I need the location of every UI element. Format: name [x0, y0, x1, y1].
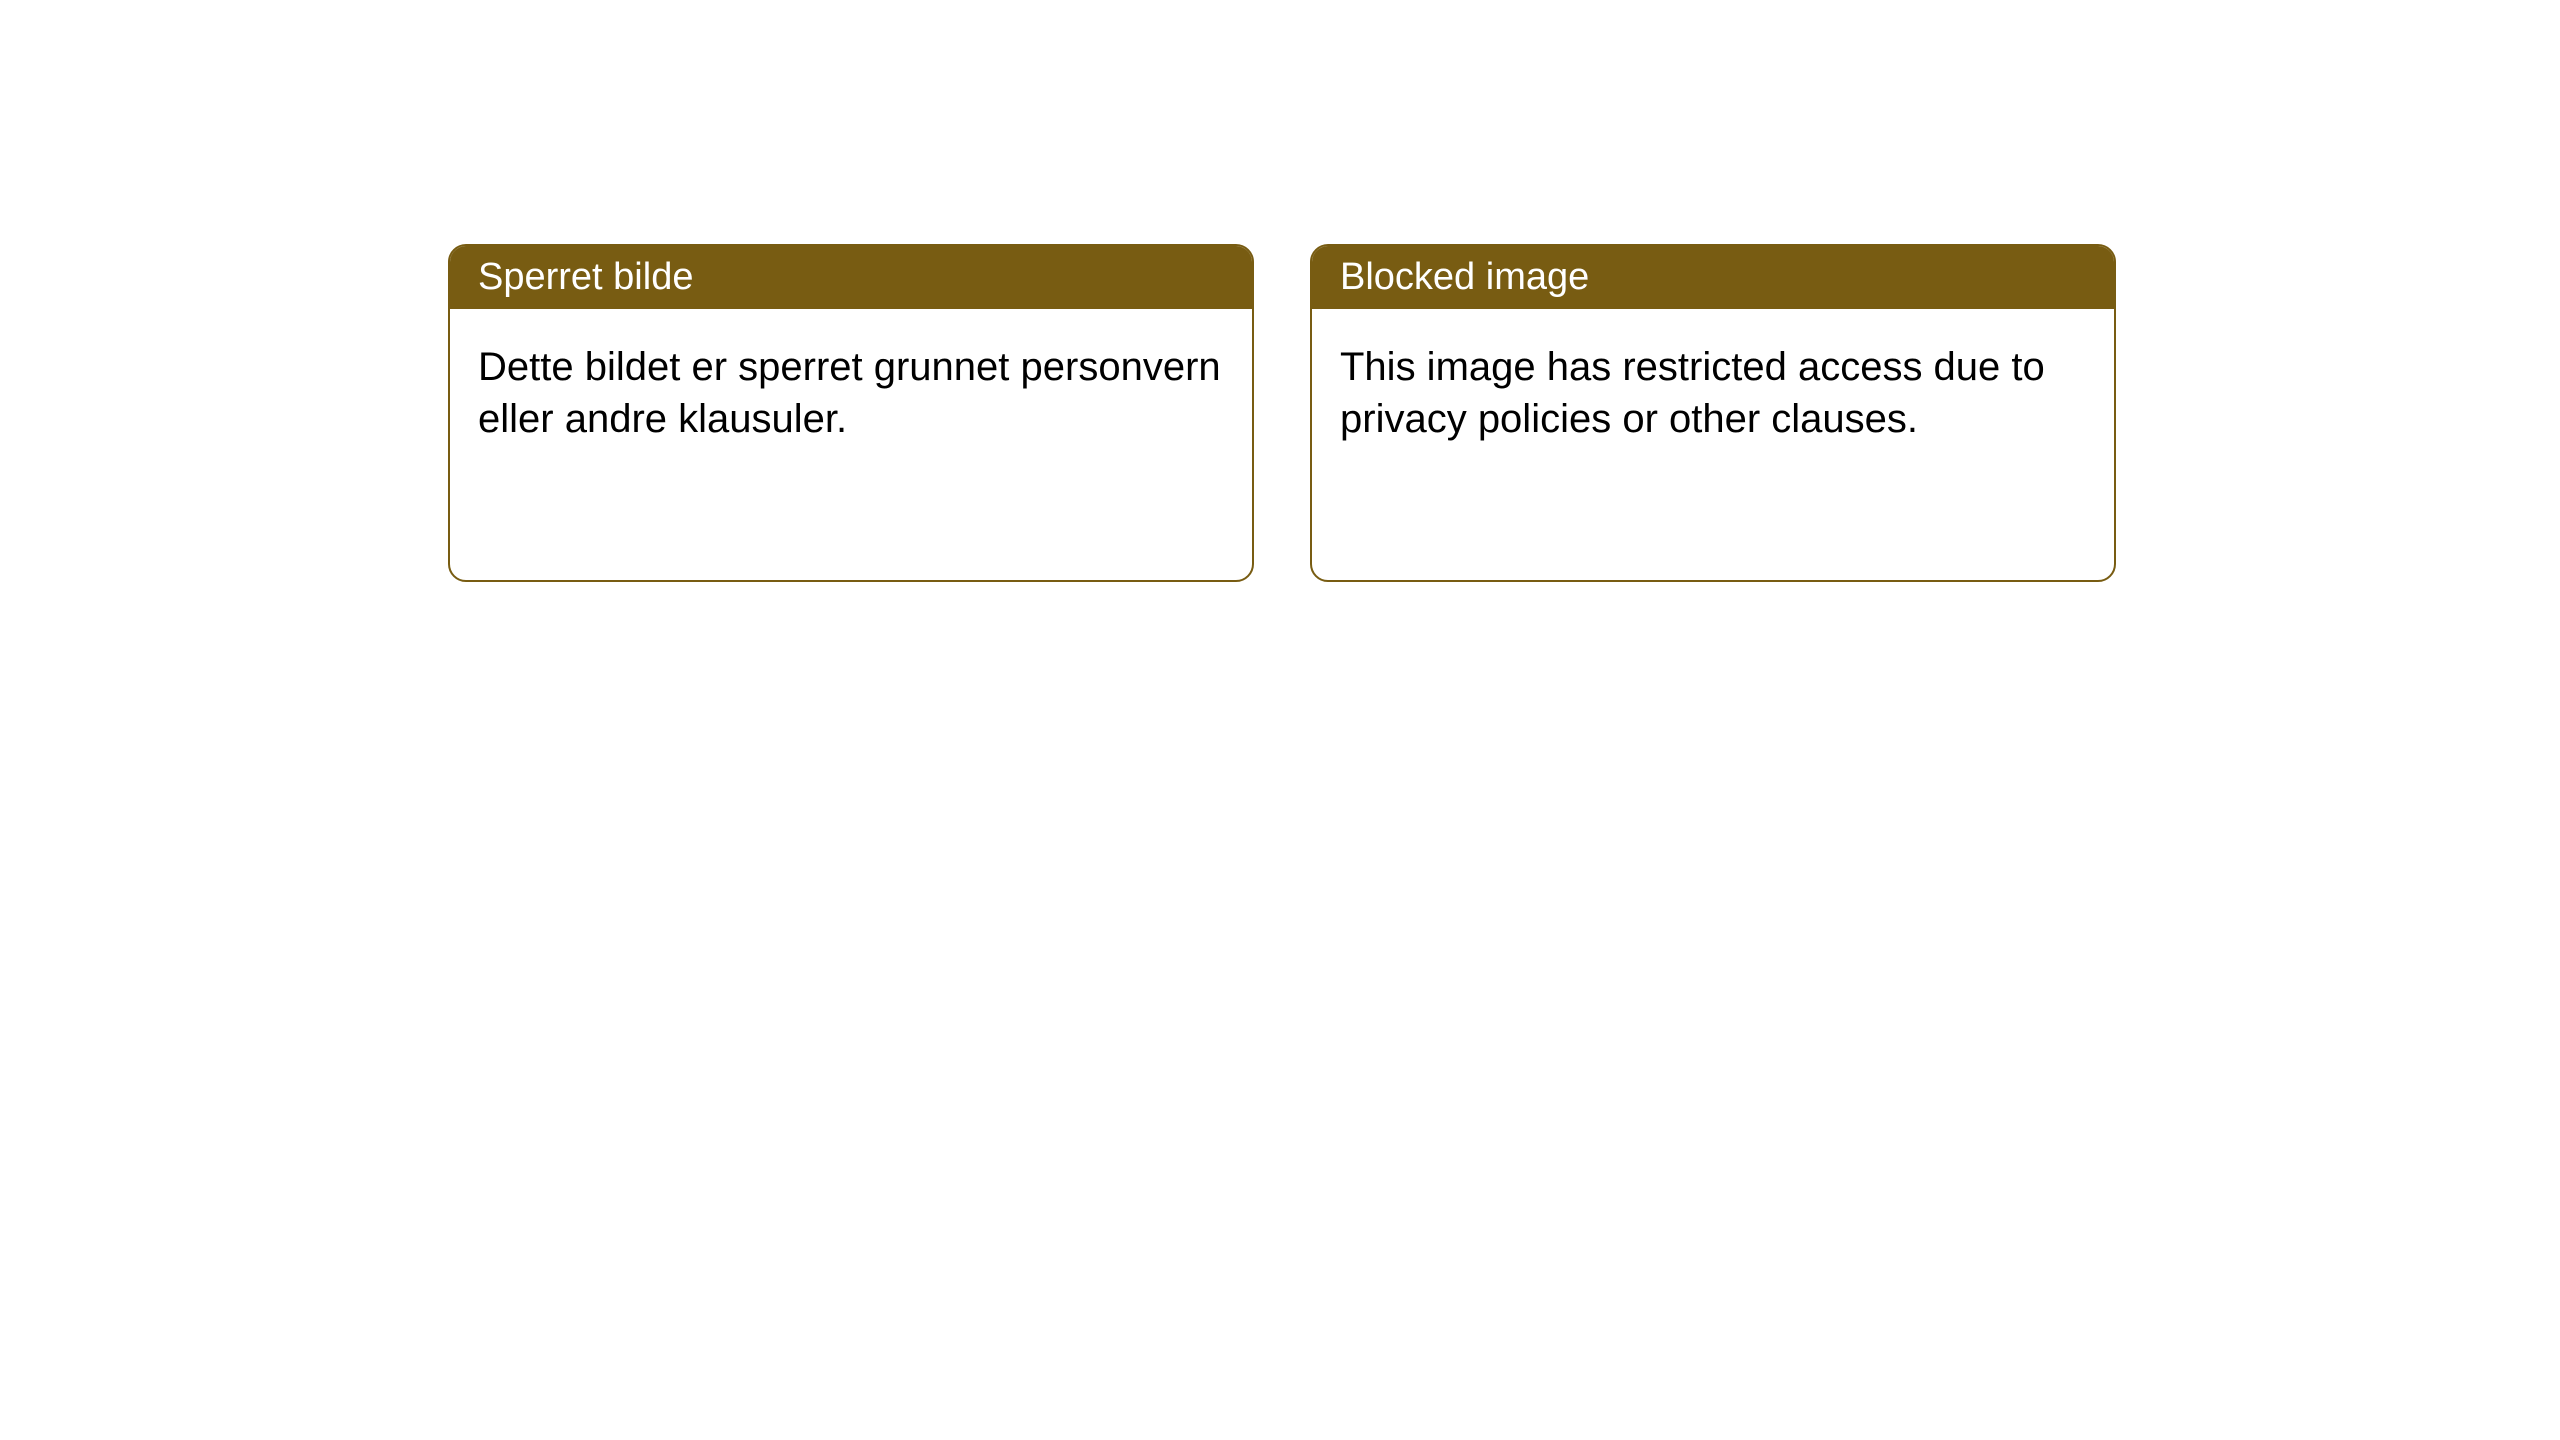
notice-card-norwegian: Sperret bilde Dette bildet er sperret gr… — [448, 244, 1254, 582]
notice-card-body: Dette bildet er sperret grunnet personve… — [450, 309, 1252, 477]
notice-container: Sperret bilde Dette bildet er sperret gr… — [0, 0, 2560, 582]
notice-card-english: Blocked image This image has restricted … — [1310, 244, 2116, 582]
notice-card-title: Sperret bilde — [450, 246, 1252, 309]
notice-card-body: This image has restricted access due to … — [1312, 309, 2114, 477]
notice-card-title: Blocked image — [1312, 246, 2114, 309]
